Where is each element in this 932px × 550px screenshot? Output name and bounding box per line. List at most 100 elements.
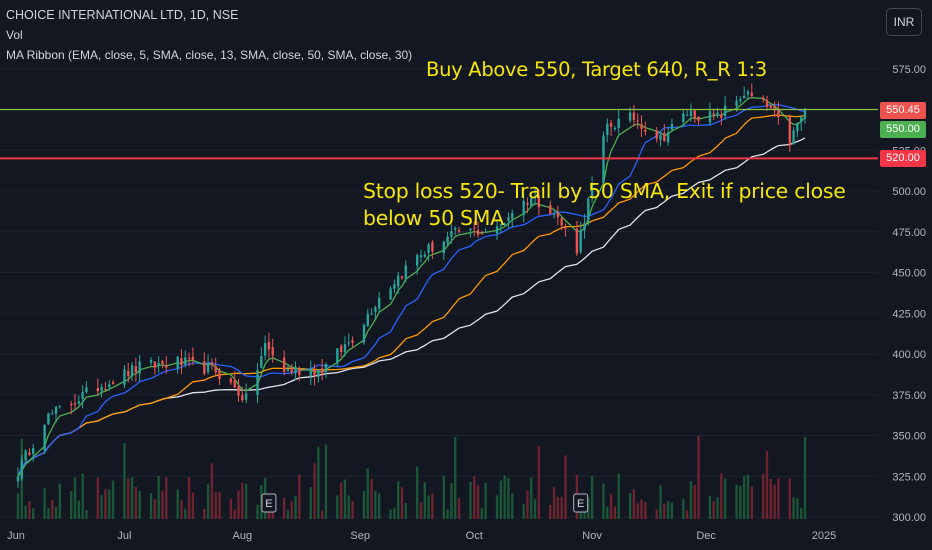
buy-annotation: Buy Above 550, Target 640, R_R 1:3 (426, 58, 767, 81)
candle-body (184, 357, 187, 365)
volume-bar (579, 506, 582, 519)
volume-bar (191, 492, 195, 519)
volume-bar (777, 478, 780, 519)
volume-bar (130, 477, 134, 519)
price-axis-panel (880, 0, 932, 520)
volume-bar (796, 498, 799, 519)
volume-bar (47, 507, 50, 519)
candle-body (636, 120, 639, 122)
candle-body (96, 388, 100, 392)
candle-body (233, 380, 236, 388)
candle-body (393, 284, 396, 289)
volume-bar (800, 508, 803, 519)
candle-body (123, 369, 126, 385)
candle-body (480, 233, 484, 235)
volume-bar (769, 478, 772, 519)
candle-body (267, 341, 271, 350)
candle-body (742, 95, 746, 99)
candle-body (16, 476, 20, 482)
volume-bar (161, 491, 164, 519)
candle-body (640, 124, 643, 129)
candle-body (442, 241, 445, 253)
y-tick-label: 475.00 (892, 227, 926, 239)
y-tick-label: 400.00 (892, 349, 926, 361)
currency-button[interactable]: INR (886, 8, 922, 36)
candle-body (161, 360, 164, 364)
candle-body (286, 369, 290, 372)
candle-body (746, 91, 750, 95)
volume-bar (708, 495, 712, 519)
candle-body (537, 195, 541, 208)
candle-body (256, 369, 259, 396)
volume-bar (165, 477, 168, 519)
candle-body (511, 213, 514, 219)
candle-body (180, 357, 183, 366)
candle-body (229, 378, 233, 383)
candle-body (263, 343, 267, 356)
candle-body (446, 236, 449, 244)
candle-body (666, 132, 670, 143)
y-tick-label: 450.00 (892, 268, 926, 280)
candle-body (203, 361, 206, 374)
candle-body (457, 229, 461, 232)
candle-body (244, 393, 248, 400)
candle-body (187, 357, 191, 359)
volume-bar (313, 463, 316, 519)
candle-body (282, 357, 286, 372)
volume-bar (590, 476, 594, 519)
x-tick-label: 2025 (812, 530, 836, 542)
volume-legend[interactable]: Vol (6, 28, 23, 42)
volume-bar (100, 495, 103, 519)
candle-body (43, 425, 46, 451)
candle-body (530, 198, 533, 207)
x-tick-label: Sep (350, 530, 370, 542)
ma-ribbon-legend[interactable]: MA Ribbon (EMA, close, 5, SMA, close, 13… (6, 48, 413, 62)
candle-body (796, 123, 799, 132)
candle-body (484, 231, 487, 233)
volume-bar (343, 479, 347, 519)
volume-bar (476, 485, 480, 519)
volume-bar (457, 498, 461, 519)
volume-bar (693, 485, 696, 519)
candle-body (191, 356, 195, 360)
y-tick-label: 575.00 (892, 64, 926, 76)
candle-body (720, 114, 723, 118)
volume-bar (507, 477, 510, 519)
earnings-marker (573, 493, 589, 513)
volume-bar (503, 475, 506, 519)
candle-body (104, 389, 107, 391)
candle-body (682, 113, 685, 122)
volume-bar (613, 506, 617, 519)
candle-body (20, 459, 23, 479)
earnings-marker-label: E (577, 498, 584, 510)
volume-bar (537, 445, 541, 519)
volume-bar (43, 487, 46, 519)
volume-bar (77, 500, 81, 519)
candle-body (526, 203, 529, 205)
volume-bar (750, 486, 753, 519)
volume-bar (549, 504, 552, 519)
volume-bar (389, 509, 392, 519)
volume-bar (720, 473, 723, 519)
volume-bar (697, 435, 700, 519)
volume-bar (765, 450, 769, 519)
volume-bar (682, 498, 685, 519)
volume-bar (761, 473, 765, 519)
candle-body (378, 297, 381, 309)
earnings-marker (261, 493, 277, 513)
chart-title: CHOICE INTERNATIONAL LTD, 1D, NSE (6, 8, 239, 22)
candle-body (670, 123, 674, 130)
volume-bar (294, 496, 297, 519)
candle-body (206, 363, 210, 372)
volume-bar (712, 501, 715, 519)
candle-body (294, 367, 297, 374)
candle-body (210, 362, 214, 365)
volume-bar (70, 491, 73, 519)
candle-body (613, 127, 617, 129)
candle-body (723, 105, 727, 117)
volume-bar (400, 487, 404, 519)
candle-body (655, 130, 658, 139)
volume-bar (666, 501, 670, 519)
volume-bar (526, 490, 529, 519)
